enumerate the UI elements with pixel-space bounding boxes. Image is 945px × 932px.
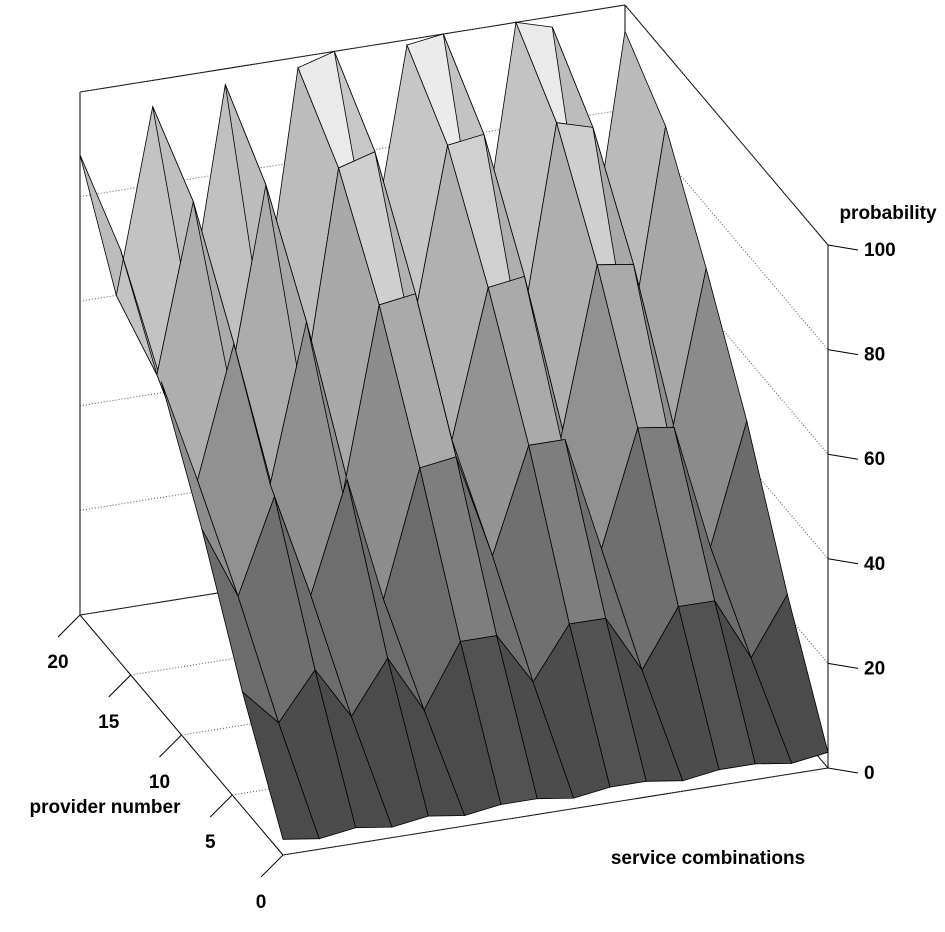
z-tick	[827, 767, 859, 774]
z-axis-label: probability	[839, 203, 937, 224]
y-tick-label: 0	[256, 892, 267, 913]
grid-line	[79, 4, 829, 246]
grid-line	[79, 109, 829, 350]
y-tick	[260, 854, 284, 878]
z-tick-label: 60	[864, 449, 885, 470]
z-tick-label: 20	[864, 658, 885, 679]
z-tick	[827, 349, 859, 356]
z-tick-label: 0	[864, 763, 875, 784]
y-tick	[209, 794, 233, 818]
y-tick-label: 5	[205, 832, 216, 853]
y-tick	[159, 734, 182, 758]
y-tick	[57, 614, 81, 638]
surface-patch	[750, 593, 829, 764]
y-axis-label: provider number	[30, 797, 182, 818]
z-tick-label: 100	[864, 240, 896, 261]
z-tick-label: 80	[864, 345, 885, 366]
grid-line	[282, 767, 829, 856]
z-tick	[827, 453, 859, 460]
z-tick	[827, 244, 859, 251]
z-tick	[827, 558, 859, 565]
y-tick-label: 20	[47, 652, 68, 673]
z-tick-label: 40	[864, 554, 885, 575]
x-axis-label: service combinations	[611, 848, 805, 869]
y-tick	[108, 674, 132, 698]
z-tick	[827, 662, 859, 669]
y-tick-label: 10	[149, 772, 170, 793]
y-tick-label: 15	[98, 712, 120, 733]
